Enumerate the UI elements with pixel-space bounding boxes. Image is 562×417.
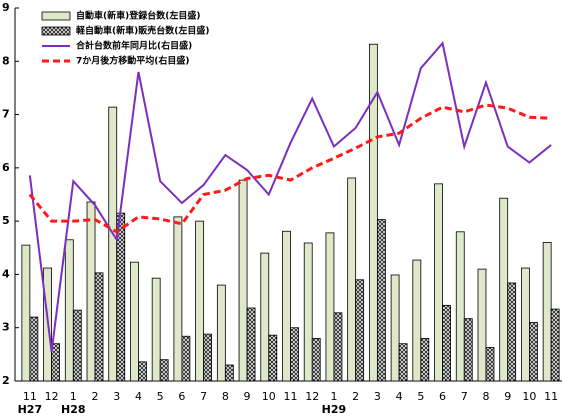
bar xyxy=(529,321,538,382)
x-tick-label: 6 xyxy=(178,390,185,403)
bar xyxy=(325,232,335,382)
x-tick-label: 8 xyxy=(482,390,489,403)
y-tick-label: 7 xyxy=(2,108,10,121)
x-tick-label: 11 xyxy=(23,390,37,403)
bar xyxy=(224,364,234,382)
legend-label: 7か月後方移動平均(右目盛) xyxy=(76,55,190,67)
bar xyxy=(542,242,552,382)
bar xyxy=(390,274,400,382)
x-tick-label: 7 xyxy=(461,390,468,403)
bar xyxy=(368,43,378,382)
bar xyxy=(260,252,270,382)
bar xyxy=(499,197,509,382)
bar xyxy=(485,347,495,382)
bar xyxy=(333,312,343,382)
bar xyxy=(282,230,291,382)
x-tick-label: 4 xyxy=(135,390,142,403)
legend-label: 自動車(新車)登録台数(左目盛) xyxy=(76,10,200,22)
x-tick-label: 4 xyxy=(396,390,403,403)
x-tick-label: 10 xyxy=(522,390,536,403)
x-tick-label: 12 xyxy=(45,390,59,403)
x-tick-label: 5 xyxy=(417,390,424,403)
bar xyxy=(86,201,96,382)
y-tick-label: 4 xyxy=(2,267,10,280)
x-tick-label: 2 xyxy=(352,390,359,403)
bar xyxy=(442,304,451,382)
x-tick-label: 1 xyxy=(330,390,337,403)
bar xyxy=(216,284,226,382)
bar xyxy=(434,183,443,382)
bar xyxy=(521,267,530,382)
bar xyxy=(181,335,191,382)
bar xyxy=(398,343,408,382)
x-tick-label: 3 xyxy=(374,390,381,403)
x-year-label: H29 xyxy=(322,403,347,416)
y-tick-label: 6 xyxy=(2,161,10,174)
bar xyxy=(130,261,139,382)
bar xyxy=(151,277,161,382)
line xyxy=(28,40,552,352)
bar xyxy=(203,333,213,382)
bar xyxy=(268,334,278,382)
x-tick-label: 9 xyxy=(244,390,251,403)
y-tick-label: 5 xyxy=(2,214,10,227)
y-tick-label: 9 xyxy=(2,1,10,14)
bar xyxy=(463,318,473,382)
x-tick-label: 7 xyxy=(200,390,207,403)
bar xyxy=(477,268,487,382)
bar xyxy=(455,231,465,382)
bar xyxy=(195,220,205,382)
bar xyxy=(550,308,560,382)
x-tick-label: 2 xyxy=(92,390,99,403)
x-tick-label: 1 xyxy=(70,390,77,403)
bar xyxy=(412,259,422,382)
bar xyxy=(64,239,74,382)
bar xyxy=(173,216,183,382)
x-tick-label: 11 xyxy=(544,390,558,403)
bar xyxy=(51,343,60,382)
legend-swatch xyxy=(41,26,71,36)
x-tick-label: 5 xyxy=(157,390,164,403)
bar xyxy=(290,327,299,382)
bar xyxy=(116,212,126,382)
x-tick-label: 12 xyxy=(305,390,319,403)
legend-label: 軽自動車(新車)販売台数(左目盛) xyxy=(76,25,209,37)
bar xyxy=(72,309,82,382)
legend-label: 合計台数前年同月比(右目盛) xyxy=(76,40,192,52)
bar xyxy=(159,359,169,382)
bar xyxy=(355,279,365,382)
bar xyxy=(21,244,31,382)
x-tick-label: 3 xyxy=(113,390,120,403)
bar xyxy=(420,337,430,382)
line xyxy=(28,103,552,234)
y-tick-label: 3 xyxy=(2,321,10,334)
bar xyxy=(108,106,118,382)
bar xyxy=(303,242,313,382)
bar xyxy=(507,282,517,382)
y-tick-label: 8 xyxy=(2,54,10,67)
bar xyxy=(238,179,248,382)
x-tick-label: 11 xyxy=(284,390,298,403)
bar xyxy=(94,272,104,382)
x-tick-label: 6 xyxy=(439,390,446,403)
x-tick-label: 9 xyxy=(504,390,511,403)
x-tick-label: 10 xyxy=(262,390,276,403)
legend-swatch xyxy=(41,11,71,21)
bar xyxy=(376,219,386,382)
bar xyxy=(311,337,321,382)
x-year-label: H27 xyxy=(18,403,43,416)
bar xyxy=(347,177,357,382)
x-year-label: H28 xyxy=(61,403,86,416)
bar xyxy=(138,361,147,382)
bar xyxy=(246,307,256,382)
bar xyxy=(29,316,39,382)
y-tick-label: 2 xyxy=(2,374,10,387)
x-tick-label: 8 xyxy=(222,390,229,403)
